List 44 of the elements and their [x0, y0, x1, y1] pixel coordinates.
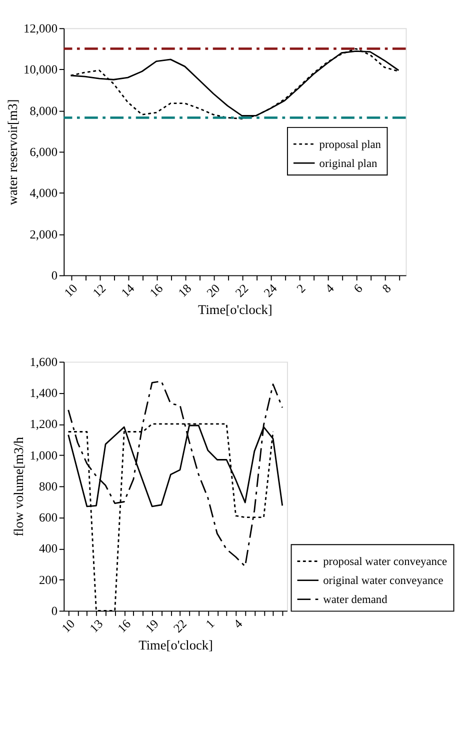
x-tick-label: 4 [230, 616, 246, 632]
y-tick-label: 2,000 [30, 227, 58, 242]
x-tick-label: 24 [261, 281, 280, 300]
y-tick-label: 1,000 [30, 448, 58, 462]
y-tick-label: 1,400 [30, 386, 58, 400]
x-tick-label: 8 [379, 281, 394, 296]
x-tick-label: 16 [114, 616, 134, 636]
legend-label: original plan [319, 158, 378, 170]
x-tick-label: 10 [61, 281, 80, 300]
legend-label: water demand [323, 594, 388, 606]
y-tick-label: 4,000 [30, 186, 58, 200]
y-axis-title: flow volume[m3/h [11, 436, 26, 536]
y-tick-label: 1,200 [30, 417, 58, 432]
x-tick-label: 13 [86, 616, 106, 636]
x-tick-label: 19 [142, 616, 162, 636]
legend-label: original water conveyance [323, 575, 444, 588]
x-tick-label: 2 [294, 281, 308, 296]
x-tick-label: 6 [350, 281, 366, 296]
y-tick-label: 0 [51, 268, 58, 283]
x-tick-label: 14 [118, 281, 138, 300]
y-tick-label: 800 [38, 479, 58, 494]
y-tick-label: 400 [38, 542, 58, 556]
x-tick-label: 22 [170, 616, 190, 636]
y-axis-title: water reservoir[m3] [4, 99, 20, 206]
x-tick-label: 22 [232, 281, 252, 300]
y-tick-label: 600 [38, 510, 58, 525]
x-tick-label: 10 [59, 616, 78, 636]
x-tick-label: 4 [322, 281, 337, 296]
legend-label: proposal plan [319, 138, 382, 151]
y-tick-label: 1,600 [30, 354, 58, 369]
x-tick-label: 12 [90, 281, 109, 300]
x-tick-label: 18 [176, 281, 194, 300]
y-tick-label: 6,000 [30, 144, 58, 159]
y-tick-label: 200 [38, 572, 58, 587]
y-tick-label: 10,000 [24, 62, 58, 77]
x-tick-label: 16 [147, 281, 166, 300]
legend-label: proposal water conveyance [323, 556, 448, 568]
y-tick-label: 0 [51, 604, 58, 618]
x-axis-title: Time[o'clock] [138, 638, 213, 653]
x-axis-title: Time[o'clock] [198, 302, 272, 318]
y-tick-label: 8,000 [30, 104, 58, 118]
x-tick-label: 20 [204, 281, 223, 300]
y-tick-label: 12,000 [24, 21, 58, 36]
x-tick-label: 1 [202, 616, 218, 632]
